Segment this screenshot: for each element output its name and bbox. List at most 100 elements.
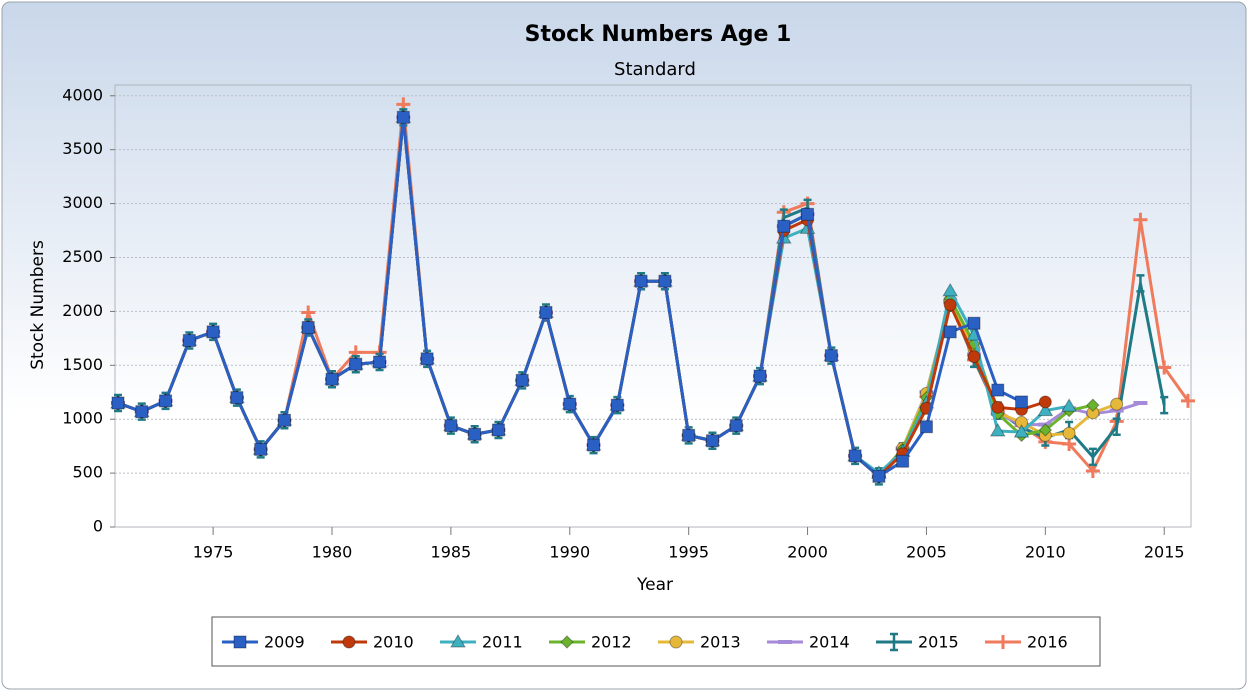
marker bbox=[705, 434, 719, 448]
marker bbox=[1088, 447, 1097, 467]
marker bbox=[896, 454, 910, 468]
chart-title: Stock Numbers Age 1 bbox=[525, 22, 792, 47]
marker bbox=[159, 394, 173, 408]
x-tick-label: 1980 bbox=[312, 543, 353, 562]
x-tick-label: 2005 bbox=[906, 543, 947, 562]
marker bbox=[254, 442, 268, 456]
marker bbox=[135, 405, 149, 419]
chart-subtitle: Standard bbox=[614, 59, 696, 80]
y-tick-label: 2500 bbox=[62, 247, 103, 266]
legend-label: 2010 bbox=[373, 633, 414, 652]
marker bbox=[560, 635, 574, 649]
marker bbox=[943, 325, 957, 339]
marker bbox=[1157, 360, 1172, 375]
marker bbox=[669, 635, 683, 649]
y-tick-label: 2000 bbox=[62, 301, 103, 320]
x-tick-label: 1995 bbox=[668, 543, 709, 562]
marker bbox=[778, 640, 792, 644]
y-tick-label: 500 bbox=[72, 463, 103, 482]
legend-label: 2012 bbox=[591, 633, 632, 652]
marker bbox=[996, 635, 1010, 649]
x-tick-label: 1985 bbox=[431, 543, 472, 562]
marker bbox=[444, 419, 458, 433]
marker bbox=[991, 383, 1005, 397]
x-axis-title: Year bbox=[636, 575, 673, 595]
marker bbox=[1112, 417, 1121, 436]
marker bbox=[1062, 426, 1076, 440]
marker bbox=[1013, 424, 1030, 438]
marker bbox=[1015, 395, 1029, 409]
marker bbox=[301, 305, 316, 320]
marker bbox=[349, 357, 363, 371]
legend-label: 2016 bbox=[1027, 633, 1068, 652]
marker bbox=[325, 372, 339, 386]
y-tick-label: 4000 bbox=[62, 85, 103, 104]
marker bbox=[1110, 397, 1124, 411]
marker bbox=[515, 373, 529, 387]
legend-label: 2009 bbox=[264, 633, 305, 652]
legend-label: 2013 bbox=[700, 633, 741, 652]
marker bbox=[206, 325, 220, 339]
marker bbox=[1037, 402, 1054, 417]
marker bbox=[396, 110, 410, 124]
marker bbox=[342, 635, 356, 649]
x-tick-label: 2010 bbox=[1025, 543, 1066, 562]
plot-area bbox=[114, 84, 1192, 528]
marker bbox=[967, 350, 981, 364]
marker bbox=[872, 469, 886, 483]
marker bbox=[468, 427, 482, 441]
marker bbox=[230, 391, 244, 405]
marker bbox=[1133, 401, 1148, 406]
marker bbox=[277, 413, 291, 427]
marker bbox=[1160, 395, 1169, 415]
marker bbox=[658, 274, 672, 288]
x-tick-label: 2015 bbox=[1144, 543, 1185, 562]
marker bbox=[1086, 398, 1100, 412]
marker bbox=[182, 333, 196, 347]
marker bbox=[777, 219, 791, 233]
marker bbox=[610, 398, 624, 412]
marker bbox=[563, 397, 577, 411]
marker bbox=[301, 321, 315, 335]
marker bbox=[1181, 393, 1195, 408]
marker bbox=[420, 352, 434, 366]
marker bbox=[824, 349, 838, 363]
marker bbox=[989, 423, 1006, 437]
marker bbox=[634, 274, 648, 288]
marker bbox=[890, 632, 898, 652]
x-tick-label: 2000 bbox=[787, 543, 828, 562]
legend-label: 2011 bbox=[482, 633, 523, 652]
marker bbox=[491, 423, 505, 437]
marker bbox=[943, 298, 957, 312]
marker bbox=[233, 635, 247, 649]
marker bbox=[848, 449, 862, 463]
marker bbox=[373, 355, 387, 369]
x-tick-label: 1990 bbox=[549, 543, 590, 562]
marker bbox=[1133, 212, 1148, 227]
y-tick-label: 0 bbox=[93, 517, 103, 536]
x-tick-label: 1975 bbox=[193, 543, 234, 562]
y-tick-label: 1500 bbox=[62, 355, 103, 374]
marker bbox=[919, 420, 933, 434]
marker bbox=[991, 400, 1005, 414]
marker bbox=[942, 282, 959, 297]
marker bbox=[450, 634, 466, 648]
legend-label: 2015 bbox=[918, 633, 959, 652]
marker bbox=[111, 396, 125, 410]
marker bbox=[753, 369, 767, 383]
legend-label: 2014 bbox=[809, 633, 850, 652]
marker bbox=[1136, 274, 1145, 293]
marker bbox=[1038, 423, 1053, 437]
marker bbox=[1061, 398, 1077, 412]
marker bbox=[729, 419, 743, 433]
y-axis-title: Stock Numbers bbox=[28, 240, 48, 370]
marker bbox=[539, 305, 553, 319]
marker bbox=[1109, 408, 1124, 413]
series bbox=[111, 110, 1029, 483]
marker bbox=[682, 428, 696, 442]
y-tick-label: 3500 bbox=[62, 139, 103, 158]
marker bbox=[801, 207, 815, 221]
marker bbox=[967, 316, 981, 330]
y-tick-label: 3000 bbox=[62, 193, 103, 212]
